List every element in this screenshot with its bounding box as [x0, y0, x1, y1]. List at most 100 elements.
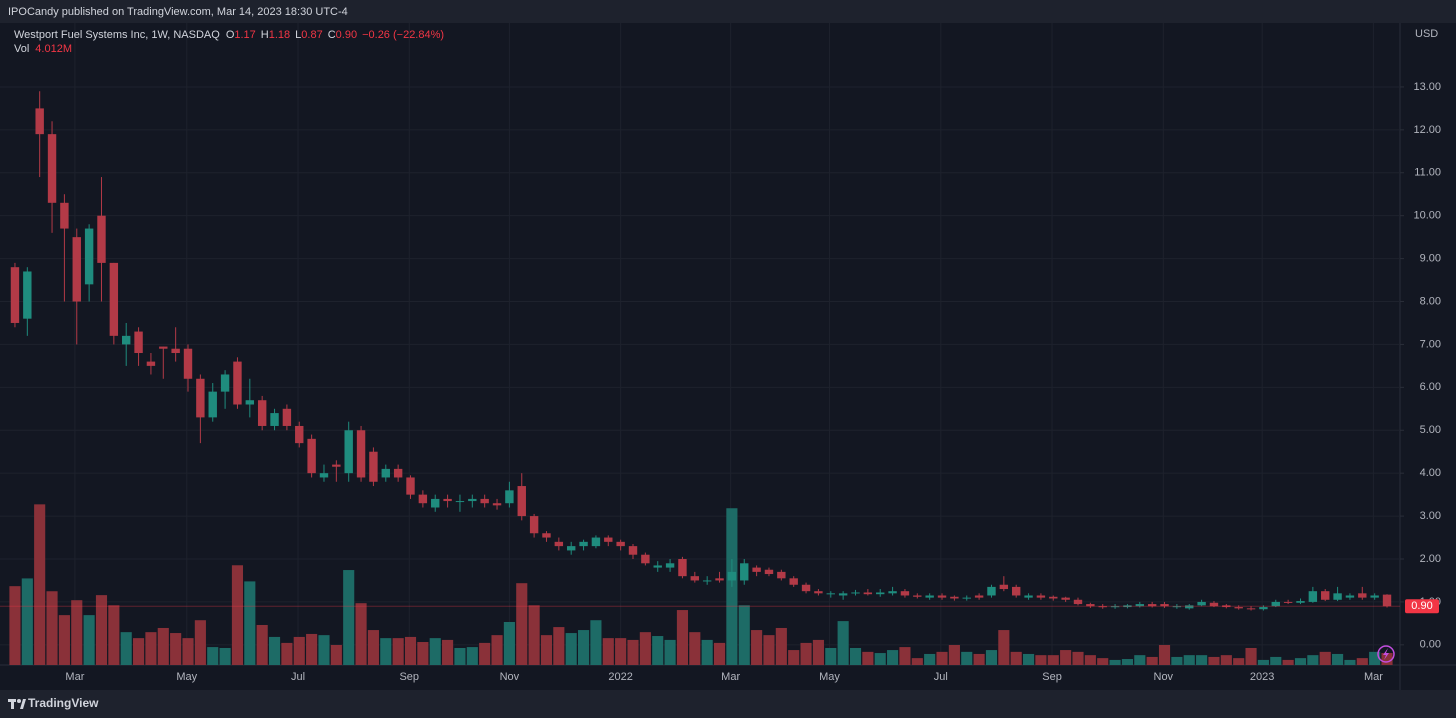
legend-volume-line: Vol 4.012M: [14, 43, 72, 55]
volume-bar: [1245, 647, 1257, 665]
volume-bar: [985, 650, 998, 665]
volume-bar: [516, 583, 528, 665]
candle-body: [1049, 596, 1058, 599]
candle-layer: [10, 91, 1392, 611]
volume-bar: [133, 638, 145, 665]
volume-bar: [701, 639, 713, 665]
volume-bar: [1220, 655, 1232, 665]
candle-body: [1259, 607, 1268, 610]
volume-bar: [738, 605, 750, 665]
candle-body: [1333, 593, 1342, 600]
candle-body: [937, 595, 947, 598]
candle-body: [159, 346, 168, 349]
volume-bar: [973, 653, 985, 665]
volume-bar: [1158, 644, 1171, 665]
volume-bar: [1109, 659, 1121, 665]
footer-bar: [0, 690, 1456, 718]
x-tick-label: Sep: [399, 671, 419, 683]
volume-bar: [46, 591, 58, 665]
candle-body: [665, 563, 675, 568]
candle-body: [876, 592, 885, 595]
volume-bar: [627, 639, 639, 665]
volume-bar: [479, 642, 491, 665]
volume-bar: [120, 632, 132, 665]
candle-body: [344, 430, 353, 474]
candle-body: [925, 595, 934, 598]
candle-body: [356, 430, 366, 478]
candle-body: [406, 477, 415, 495]
volume-bar: [503, 622, 515, 665]
legend-c: C: [328, 29, 336, 41]
volume-bar: [355, 603, 367, 665]
volume-bar: [590, 620, 602, 665]
volume-bar: [1257, 659, 1269, 665]
candle-body: [1160, 604, 1169, 607]
candle-body: [554, 541, 564, 547]
candle-body: [566, 546, 576, 551]
legend-o: O: [226, 29, 235, 41]
volume-bar: [306, 633, 318, 665]
volume-bar: [1010, 651, 1022, 665]
y-tick-label: 12.00: [1413, 124, 1441, 136]
candle-body: [282, 408, 292, 426]
candle-body: [727, 571, 737, 581]
volume-bar: [244, 581, 256, 665]
candle-body: [974, 595, 984, 598]
candle-body: [183, 348, 193, 379]
volume-bar: [21, 578, 33, 665]
candle-body: [950, 596, 959, 599]
candle-body: [1271, 601, 1280, 607]
candle-body: [789, 578, 798, 585]
volume-bar: [108, 605, 120, 665]
volume-bar: [961, 651, 973, 665]
candle-body: [307, 438, 316, 474]
candle-body: [1345, 595, 1355, 598]
candle-body: [1123, 605, 1132, 608]
volume-bar: [676, 610, 689, 665]
candle-body: [418, 494, 428, 504]
volume-bar: [380, 638, 392, 665]
candle-body: [332, 464, 341, 467]
volume-bar: [998, 630, 1010, 665]
candle-body: [628, 546, 638, 555]
volume-bar: [157, 627, 169, 665]
legend-l: L: [295, 29, 301, 41]
volume-bar: [1233, 658, 1245, 665]
candle-body: [60, 202, 69, 229]
volume-bar: [1183, 655, 1195, 665]
volume-bar: [95, 595, 108, 665]
volume-bar: [1146, 656, 1158, 665]
candle-body: [257, 400, 267, 426]
candle-body: [381, 468, 390, 478]
legend-open: 1.17: [234, 29, 255, 41]
volume-bar: [615, 638, 627, 665]
candle-body: [1358, 593, 1367, 598]
candle-body: [678, 559, 687, 577]
x-tick-label: Jul: [934, 671, 948, 683]
candle-body: [455, 501, 465, 503]
candle-body: [913, 595, 922, 597]
y-tick-label: 2.00: [1420, 553, 1441, 565]
volume-bar: [207, 647, 219, 665]
volume-bar: [145, 632, 157, 665]
candle-body: [134, 331, 143, 354]
candle-body: [1073, 599, 1083, 605]
volume-bar: [849, 647, 862, 665]
candle-body: [72, 237, 81, 302]
candle-body: [47, 134, 57, 203]
volume-bar: [1097, 658, 1109, 665]
volume-bar: [1208, 656, 1220, 665]
candle-body: [1382, 594, 1392, 607]
candle-body: [196, 378, 205, 418]
lightning-icon: [1377, 645, 1395, 663]
volume-bar: [281, 642, 293, 665]
candle-body: [900, 591, 910, 596]
volume-bar: [689, 632, 701, 665]
candle-body: [752, 567, 761, 572]
candle-body: [505, 490, 514, 504]
x-tick-label: Nov: [1154, 671, 1174, 683]
volume-bar: [71, 600, 83, 665]
volume-bar: [602, 638, 614, 665]
candle-body: [319, 473, 329, 478]
candle-body: [740, 563, 749, 581]
